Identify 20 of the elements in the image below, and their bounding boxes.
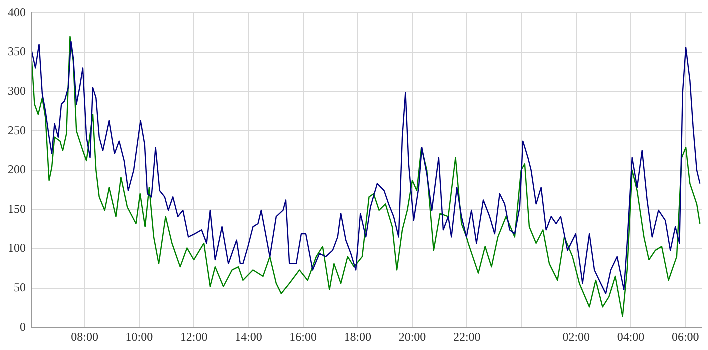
x-tick-label: 06:00 <box>672 330 700 344</box>
x-tick-label: 14:00 <box>234 330 262 344</box>
y-tick-label: 400 <box>8 5 26 20</box>
y-tick-label: 300 <box>8 84 26 98</box>
x-tick-label: 10:00 <box>126 330 154 344</box>
x-tick-label: 12:00 <box>180 330 208 344</box>
y-tick-label: 50 <box>14 280 26 294</box>
y-tick-label: 200 <box>8 162 26 177</box>
x-tick-label: 22:00 <box>453 330 481 344</box>
y-tick-label: 0 <box>20 320 26 334</box>
x-tick-label: 20:00 <box>398 330 426 344</box>
x-tick-label: 04:00 <box>617 330 645 344</box>
y-tick-label: 150 <box>8 202 26 216</box>
x-tick-label: 16:00 <box>290 330 317 344</box>
x-tick-label: 08:00 <box>71 330 98 344</box>
y-tick-label: 350 <box>8 44 26 59</box>
y-tick-label: 250 <box>8 123 26 138</box>
x-tick-label: 18:00 <box>344 330 372 344</box>
x-tick-label: 02:00 <box>562 330 590 344</box>
y-tick-label: 100 <box>8 241 26 256</box>
